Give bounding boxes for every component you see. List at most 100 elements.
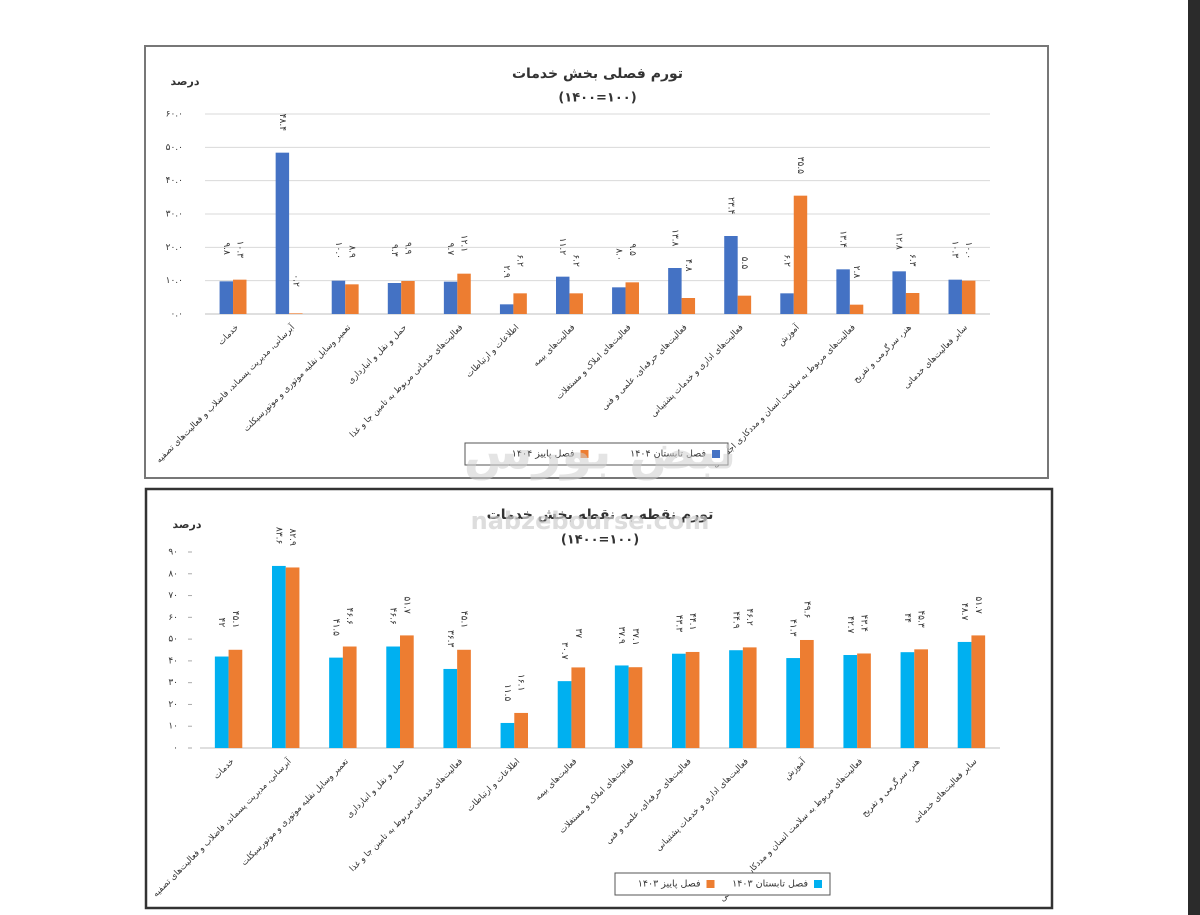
bar [457,273,471,314]
data-label: ۱۲.۱ [459,235,469,252]
watermark-brand: نبض بورس [464,423,737,482]
data-label: ۱۰.۰ [333,242,343,259]
bar [401,281,415,314]
data-label: ۱۳.۴ [838,230,848,248]
bar [612,287,626,314]
bar [614,665,629,748]
bar [569,293,583,314]
data-label: ۴۶.۶ [388,608,398,626]
data-label: ۱۳.۸ [669,229,679,247]
bar [557,681,572,748]
data-label: ۴۳.۴ [859,614,869,632]
bar [500,722,515,748]
data-label: ۳۷.۹ [616,626,626,644]
bar [289,313,303,314]
data-label: ۶.۲ [515,254,525,267]
legend-box [464,442,729,466]
y-tick-label: ۵۰ [168,635,178,645]
data-label: ۹.۳ [389,244,399,257]
y-tick-label: ۰ [173,744,178,754]
bar [793,195,808,314]
data-label: ۴۶.۲ [744,608,754,626]
data-label: ۱۱.۵ [502,684,512,702]
watermark-site: nabzebourse.com [471,507,710,535]
legend-swatch [712,450,720,458]
bar [742,647,757,748]
data-label: ۸۳.۶ [273,527,283,545]
bar [331,280,346,314]
data-label: ۱۰.۳ [950,241,960,259]
data-label: ۹.۵ [627,243,637,256]
data-label: ۴۱.۵ [331,619,341,637]
bar [285,567,300,748]
bar [948,279,962,314]
bar [329,657,343,748]
data-label: ۴۸.۷ [959,603,969,621]
bar [900,652,915,748]
legend-label: فصل پاییز ۱۴۰۴ [512,449,575,460]
data-label: ۱۰.۳ [234,241,244,259]
y-tick-label: ۱۰ [168,722,178,732]
data-label: ۴۵.۳ [916,610,926,628]
data-label: ۳۶.۳ [445,630,455,648]
chart-subtitle: (۱۴۰۰=۱۰۰) [561,533,639,548]
bar [400,635,414,748]
bar [214,656,229,748]
data-label: ۲.۸ [851,266,861,279]
data-label: ۴۱.۳ [788,619,798,637]
data-label: ۴۲ [216,618,226,628]
y-tick-label: ۶۰ [168,613,178,623]
bar [514,712,528,748]
y-tick-label: ۲۰.۰ [166,243,183,253]
bar [836,269,850,314]
legend-swatch [706,880,715,888]
bar [457,649,471,748]
y-tick-label: ۳۰ [168,678,178,688]
data-label: ۶.۲ [571,254,581,267]
data-label: ۱۶.۱ [516,674,526,691]
data-label: ۸.۰ [613,248,623,261]
data-label: ۱۱.۲ [557,238,567,256]
bar [672,653,686,748]
y-tick-label: ۶۰.۰ [166,110,183,120]
data-label: ۸۲.۹ [287,528,297,546]
data-label: ۶.۳ [907,254,917,267]
y-axis-label: درصد [171,75,200,88]
data-label: ۱۲.۸ [894,232,904,250]
chart-frame [144,45,1049,479]
data-label: ۳۷ [573,628,583,638]
scrollbar-edge [1188,0,1200,915]
bar [556,276,570,314]
bar [513,293,527,314]
bar [342,646,357,748]
bar [386,646,400,748]
y-tick-label: ۱۰.۰ [166,276,183,286]
y-tick-label: ۴۰.۰ [166,176,183,186]
bar [961,280,976,314]
data-label: ۸.۹ [346,245,356,258]
bar [668,268,682,314]
data-label: ۹.۸ [221,242,231,255]
chart-subtitle: (۱۴۰۰=۱۰۰) [558,91,636,106]
bar [914,649,928,748]
bar [786,658,800,748]
bar [499,304,514,314]
bar [849,304,864,314]
data-label: ۴۴.۹ [731,611,741,629]
data-label: ۳۰.۷ [559,642,569,660]
data-label: ۳۷.۱ [630,628,640,645]
y-axis-label: درصد [173,518,202,531]
data-label: ۴۹.۶ [801,601,811,619]
data-label: ۱۰.۰ [963,242,973,259]
bar [737,295,752,314]
y-tick-label: ۵۰.۰ [166,143,183,153]
y-tick-label: ۷۰ [168,591,178,601]
bar [628,667,643,748]
data-label: ۵۱.۷ [973,596,983,614]
bar [571,667,586,748]
bar [443,281,458,314]
legend-label: فصل تابستان ۱۴۰۳ [732,879,808,890]
bar [905,293,920,314]
